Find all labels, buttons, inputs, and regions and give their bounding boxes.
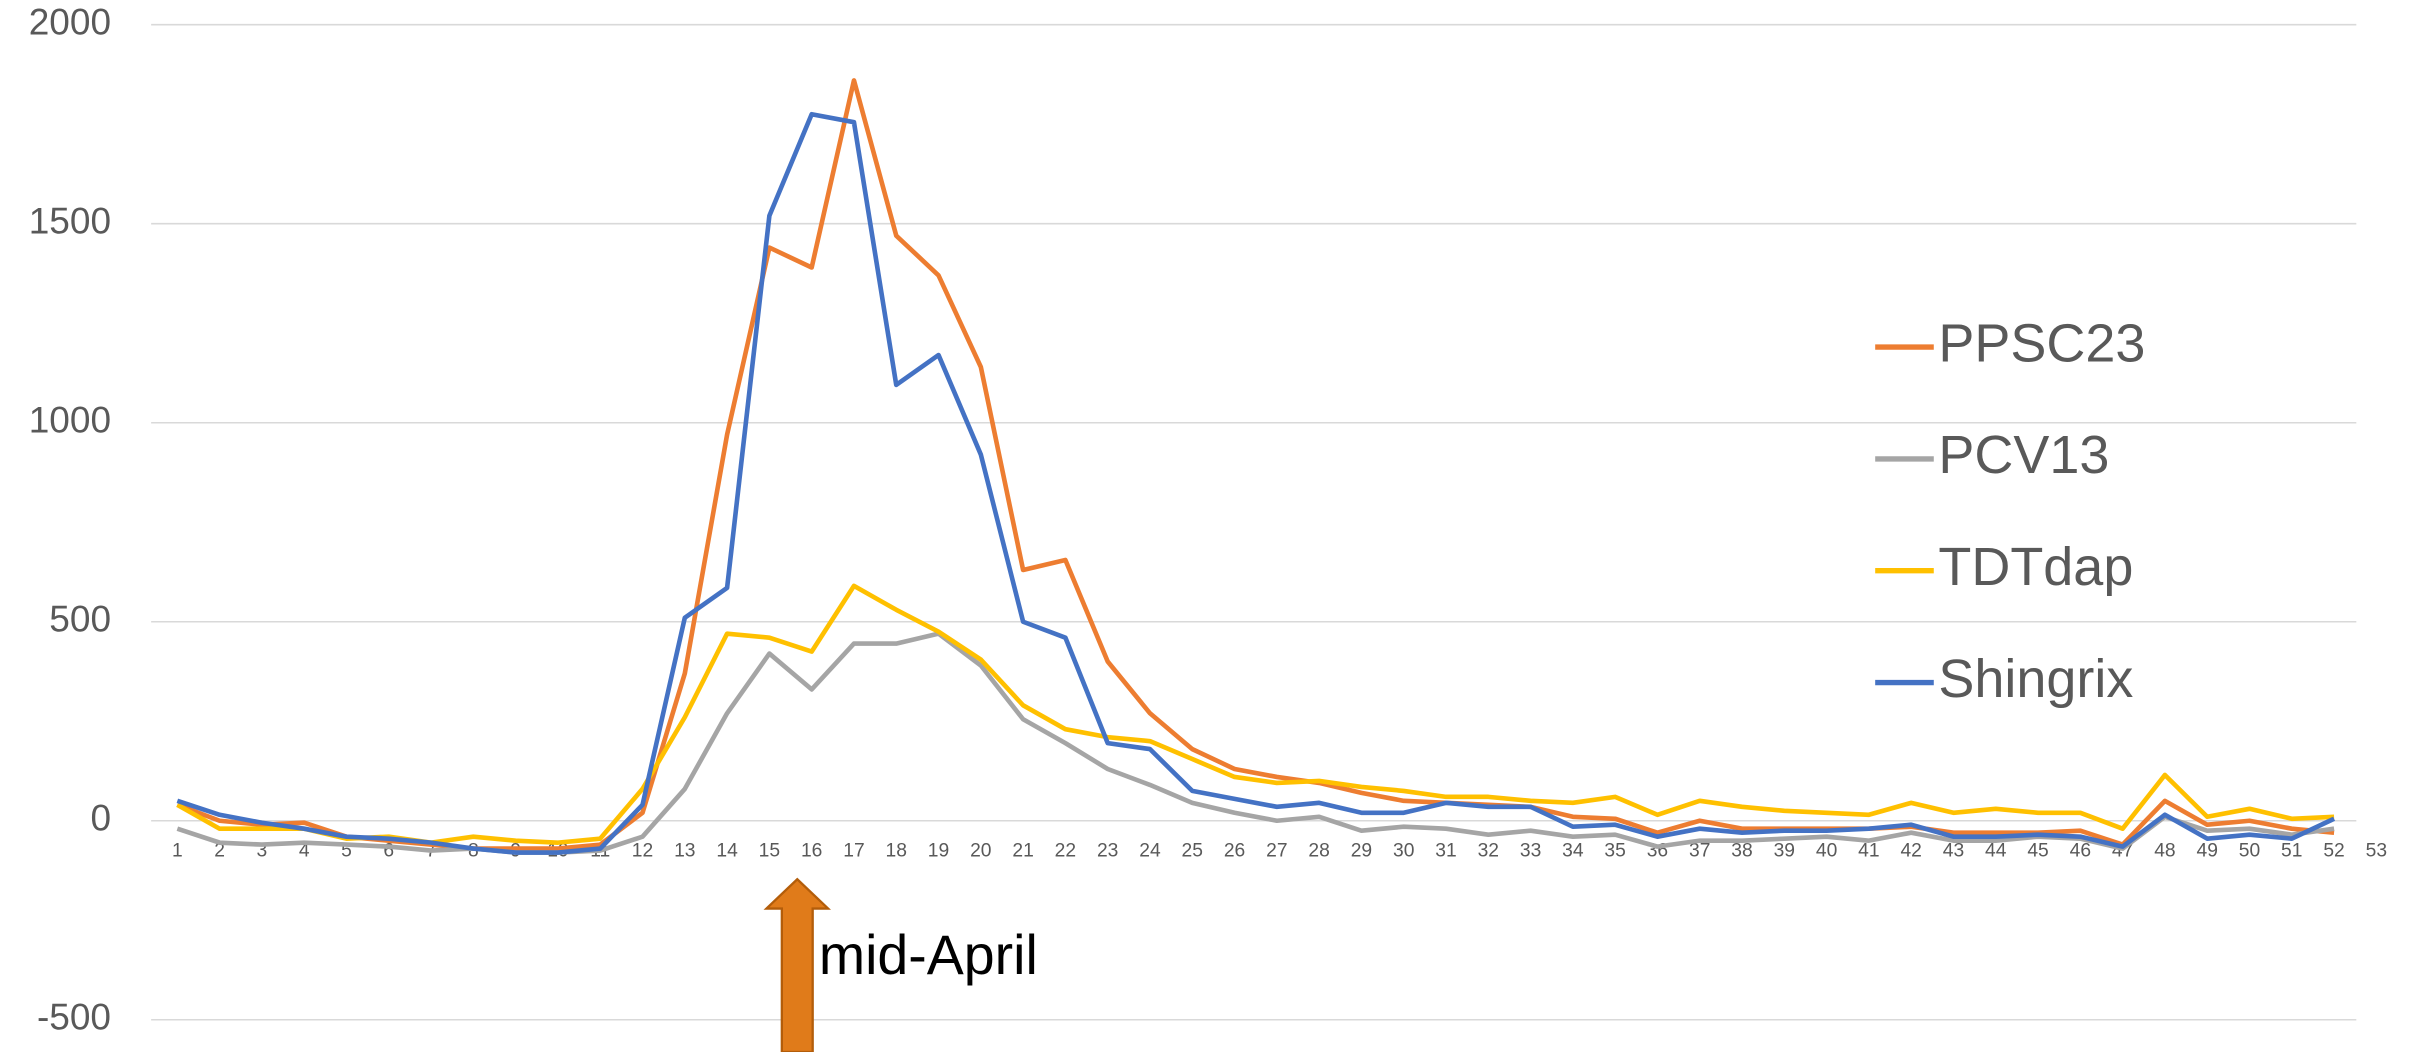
x-tick-label: 48 [2154, 841, 2175, 862]
x-tick-label: 20 [970, 841, 991, 862]
series-line [176, 78, 2335, 851]
x-tick-label: 13 [674, 841, 695, 862]
x-tick-label: 4 [299, 841, 310, 862]
x-tick-label: 18 [886, 841, 907, 862]
x-tick-label: 27 [1266, 841, 1287, 862]
y-tick-label: 1500 [29, 199, 111, 241]
y-tick-label: 0 [90, 797, 111, 839]
x-tick-label: 46 [2070, 841, 2091, 862]
x-tick-label: 21 [1012, 841, 1033, 862]
x-tick-label: 8 [468, 841, 479, 862]
x-tick-label: 29 [1351, 841, 1372, 862]
x-tick-label: 6 [383, 841, 394, 862]
annotation-arrow [763, 877, 831, 1052]
x-tick-label: 17 [843, 841, 864, 862]
x-tick-label: 51 [2281, 841, 2302, 862]
x-tick-label: 28 [1308, 841, 1329, 862]
x-tick-label: 2 [214, 841, 225, 862]
y-tick-label: -500 [37, 996, 111, 1038]
x-tick-label: 5 [341, 841, 352, 862]
x-tick-label: 41 [1858, 841, 1879, 862]
x-tick-label: 1 [172, 841, 183, 862]
x-tick-label: 25 [1182, 841, 1203, 862]
x-tick-label: 44 [1985, 841, 2007, 862]
x-tick-label: 50 [2239, 841, 2260, 862]
x-tick-label: 24 [1139, 841, 1161, 862]
x-tick-label: 3 [257, 841, 268, 862]
y-tick-label: 500 [49, 598, 111, 640]
x-tick-label: 40 [1816, 841, 1837, 862]
x-tick-label: 30 [1393, 841, 1414, 862]
x-tick-label: 35 [1604, 841, 1625, 862]
x-tick-label: 37 [1689, 841, 1710, 862]
x-tick-label: 34 [1562, 841, 1584, 862]
x-tick-label: 53 [2366, 841, 2387, 862]
y-tick-label: 1000 [29, 398, 111, 440]
x-tick-label: 22 [1055, 841, 1076, 862]
y-tick-label: 2000 [29, 0, 111, 42]
x-tick-label: 39 [1774, 841, 1795, 862]
x-tick-label: 14 [716, 841, 738, 862]
x-tick-label: 45 [2027, 841, 2048, 862]
x-tick-label: 49 [2196, 841, 2217, 862]
x-tick-label: 16 [801, 841, 822, 862]
x-tick-label: 15 [759, 841, 780, 862]
series-line [176, 111, 2336, 855]
legend-label: PPSC23 [1938, 313, 2145, 373]
annotation-text: mid-April [819, 924, 1038, 986]
x-tick-label: 23 [1097, 841, 1118, 862]
legend-label: PCV13 [1938, 425, 2109, 485]
x-tick-label: 32 [1478, 841, 1499, 862]
x-tick-label: 19 [928, 841, 949, 862]
x-tick-label: 31 [1435, 841, 1456, 862]
x-tick-label: 33 [1520, 841, 1541, 862]
x-tick-label: 38 [1731, 841, 1752, 862]
x-tick-label: 52 [2323, 841, 2344, 862]
series-line [176, 583, 2335, 845]
legend-label: TDTdap [1938, 537, 2133, 597]
legend-label: Shingrix [1938, 649, 2133, 709]
x-tick-label: 43 [1943, 841, 1964, 862]
x-tick-label: 42 [1900, 841, 1921, 862]
x-tick-label: 12 [632, 841, 653, 862]
x-tick-label: 26 [1224, 841, 1245, 862]
